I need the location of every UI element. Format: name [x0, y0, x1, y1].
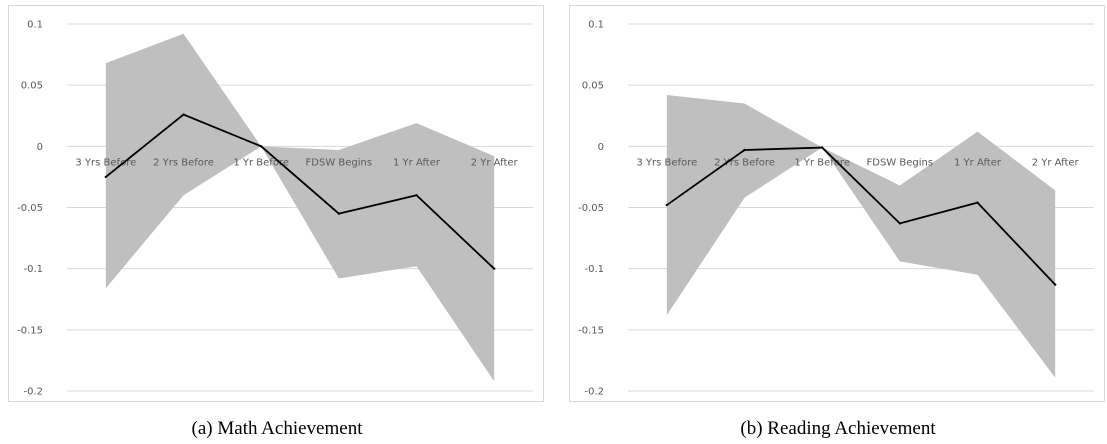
chart-frame: 0.1 0.05 0 -0.05 -0.1 -0.15 -0.2 3 Yrs Before 2 … — [8, 5, 544, 402]
data-point — [337, 212, 341, 215]
chart-caption: (a) Math Achievement — [191, 418, 363, 439]
x-tick-label: 2 Yrs Before — [153, 157, 214, 168]
y-tick-label: 0.05 — [21, 81, 43, 92]
y-tick-label: 0.1 — [588, 20, 604, 31]
reading-achievement-chart: 0.1 0.05 0 -0.05 -0.1 -0.15 -0.2 3 Yrs Before 2 … — [578, 20, 1094, 398]
x-tick-label: 2 Yr After — [1032, 157, 1080, 168]
confidence-band — [666, 94, 1056, 378]
x-tick-label: 1 Yr After — [393, 157, 441, 168]
y-tick-label: -0.05 — [578, 203, 604, 214]
x-tick-label: 1 Yr Before — [233, 157, 289, 168]
data-point — [104, 175, 108, 179]
x-tick-label: 1 Yr After — [954, 157, 1002, 168]
x-tick-label: 2 Yrs Before — [714, 157, 775, 168]
y-tick-label: -0.15 — [17, 325, 43, 336]
y-tick-label: -0.1 — [584, 264, 604, 275]
x-tick-label: 3 Yrs Before — [636, 157, 697, 168]
x-tick-label: 3 Yrs Before — [75, 157, 136, 168]
x-tick-label: 1 Yr Before — [794, 157, 850, 168]
chart-caption: (b) Reading Achievement — [740, 418, 936, 439]
data-point — [492, 267, 496, 270]
x-tick-label: 2 Yr After — [471, 157, 519, 168]
data-point — [976, 201, 979, 204]
y-tick-label: -0.15 — [578, 325, 604, 336]
data-point — [182, 113, 185, 116]
y-tick-label: 0 — [37, 142, 43, 153]
data-point — [415, 194, 418, 197]
x-tick-label: FDSW Begins — [867, 157, 934, 168]
y-tick-label: -0.2 — [23, 387, 43, 398]
data-point — [1053, 283, 1057, 286]
y-tick-label: 0 — [598, 142, 604, 153]
math-achievement-chart: 0.1 0.05 0 -0.05 -0.1 -0.15 -0.2 3 Yrs Before 2 … — [17, 20, 533, 398]
estimate-line — [105, 113, 495, 270]
data-point — [820, 146, 824, 149]
chart-frame: 0.1 0.05 0 -0.05 -0.1 -0.15 -0.2 3 Yrs Before 2 … — [569, 5, 1105, 402]
y-tick-label: -0.05 — [17, 203, 43, 214]
y-tick-label: -0.1 — [23, 264, 43, 275]
confidence-band — [105, 33, 495, 382]
data-point — [898, 222, 902, 225]
data-point — [259, 145, 263, 148]
estimate-line — [666, 146, 1056, 286]
chart-panel-reading: 0.1 0.05 0 -0.05 -0.1 -0.15 -0.2 3 Yrs Before 2 … — [569, 0, 1107, 444]
y-tick-label: 0.05 — [582, 81, 604, 92]
y-tick-label: -0.2 — [584, 387, 604, 398]
data-point — [743, 148, 746, 152]
x-tick-label: FDSW Begins — [306, 157, 373, 168]
y-tick-label: 0.1 — [27, 20, 43, 31]
chart-panel-math: 0.1 0.05 0 -0.05 -0.1 -0.15 -0.2 3 Yrs Before 2 … — [8, 0, 546, 444]
data-point — [665, 203, 669, 207]
